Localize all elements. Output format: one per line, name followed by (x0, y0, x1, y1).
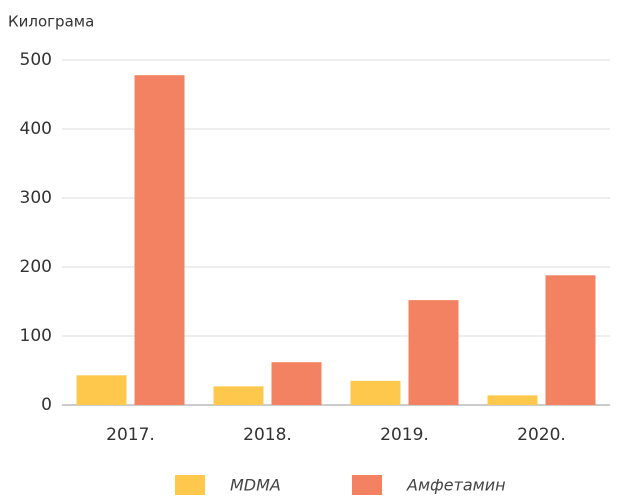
bar (408, 300, 459, 405)
y-tick-label: 400 (20, 119, 52, 139)
y-tick-label: 300 (20, 188, 52, 208)
x-tick-label: 2020. (517, 425, 566, 445)
y-axis-label: Килограма (8, 13, 94, 31)
y-tick-label: 500 (20, 50, 52, 70)
bar (76, 375, 127, 405)
legend-swatch (352, 475, 382, 495)
y-tick-label: 0 (41, 395, 52, 415)
legend-label: Амфетамин (406, 476, 506, 495)
bar (487, 395, 538, 405)
bar (213, 386, 264, 405)
x-tick-label: 2017. (106, 425, 155, 445)
bar (134, 75, 185, 406)
x-tick-label: 2019. (380, 425, 429, 445)
y-tick-label: 100 (20, 326, 52, 346)
legend-swatch (175, 475, 205, 495)
bar (545, 275, 596, 405)
bar (271, 362, 322, 405)
legend-label: MDMA (230, 476, 281, 495)
y-tick-label: 200 (20, 257, 52, 277)
x-tick-label: 2018. (243, 425, 292, 445)
bar (350, 380, 401, 405)
